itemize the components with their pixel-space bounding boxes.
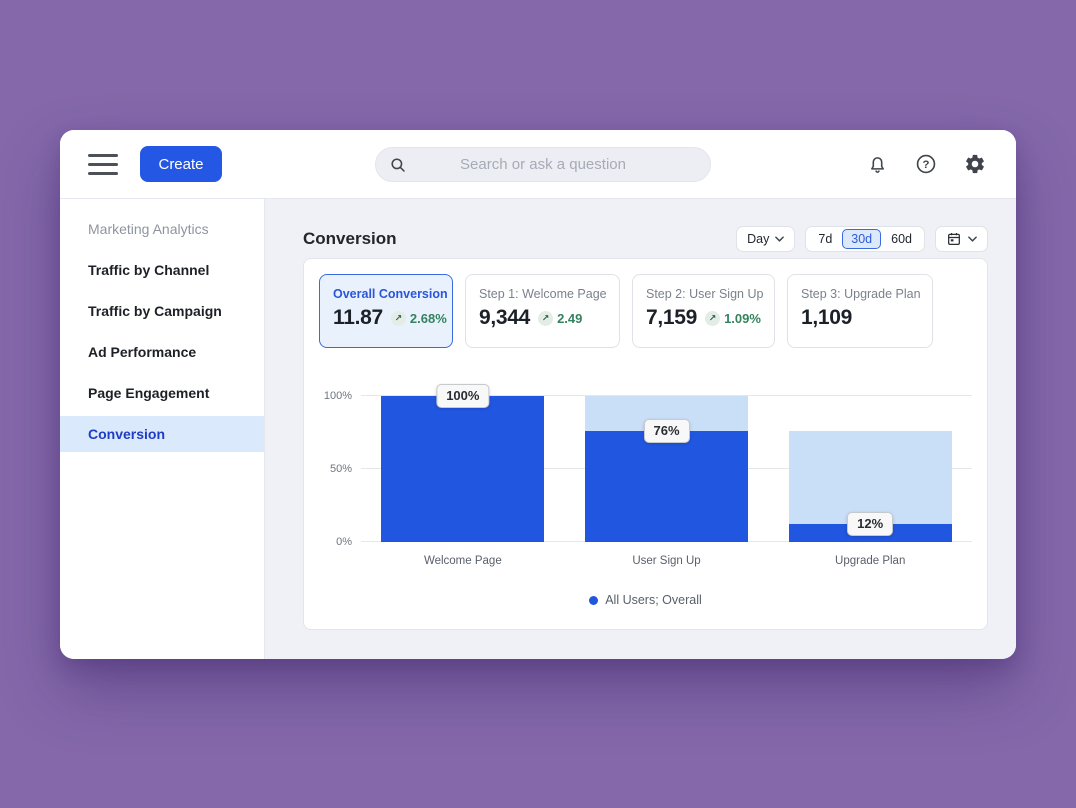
search-input[interactable] [376, 148, 710, 181]
x-axis-label: Welcome Page [423, 555, 502, 567]
metric-delta-value: 2.49 [557, 310, 583, 326]
conversion-panel: Overall Conversion 11.87 ↗ 2.68% Step 1:… [303, 258, 988, 630]
calendar-icon [948, 233, 960, 245]
metric-card-label: Step 1: Welcome Page [479, 287, 607, 301]
trend-up-arrow-icon: ↗ [390, 310, 406, 326]
settings-gear-icon[interactable] [964, 153, 986, 175]
range-option-7d[interactable]: 7d [818, 232, 833, 246]
date-range-segmented-control: 7d 30d 60d [805, 226, 925, 252]
chart-legend: All Users; Overall [319, 593, 972, 607]
metric-card-value: 1,109 [801, 306, 853, 329]
y-axis: 100% 50% 0% [319, 390, 361, 548]
metric-card-step1-welcome-page[interactable]: Step 1: Welcome Page 9,344 ↗ 2.49 [465, 274, 620, 348]
metric-delta-value: 2.68% [409, 310, 447, 326]
create-button[interactable]: Create [140, 146, 222, 182]
help-icon[interactable]: ? [915, 153, 937, 175]
chevron-down-icon [968, 236, 977, 242]
bar-current-step-segment [585, 431, 748, 542]
notifications-bell-icon[interactable] [866, 153, 888, 175]
metric-delta: ↗ 1.09% [705, 310, 761, 326]
metric-delta: ↗ 2.68% [390, 310, 447, 326]
metric-delta: ↗ 2.49 [538, 310, 583, 326]
top-bar: Create ? [60, 130, 1016, 199]
funnel-bar-1[interactable]: 100% [381, 384, 545, 542]
metric-card-label: Overall Conversion [333, 287, 448, 301]
funnel-chart: 100% 50% 0% 100% 76% 12% [319, 384, 972, 548]
bar-value-label: 76% [643, 419, 690, 444]
sidebar: Marketing Analytics Traffic by Channel T… [60, 199, 265, 659]
y-axis-tick-label: 100% [323, 390, 352, 402]
x-axis-labels: Welcome Page User Sign Up Upgrade Plan [361, 555, 972, 567]
sidebar-item-conversion[interactable]: Conversion [60, 416, 264, 452]
bar-value-label: 100% [436, 384, 490, 408]
granularity-value: Day [747, 232, 770, 246]
sidebar-item-traffic-by-campaign[interactable]: Traffic by Campaign [88, 303, 222, 319]
range-option-30d[interactable]: 30d [842, 229, 882, 249]
svg-text:?: ? [923, 159, 930, 171]
x-axis-label: Upgrade Plan [835, 555, 906, 567]
search-bar[interactable] [375, 147, 711, 182]
range-option-60d[interactable]: 60d [891, 232, 912, 246]
legend-label: All Users; Overall [605, 593, 702, 607]
granularity-dropdown[interactable]: Day [736, 226, 796, 252]
y-axis-tick-label: 50% [329, 463, 352, 475]
main-content: Conversion Day 7d 30d 60d [265, 199, 1016, 659]
metric-card-value: 9,344 [479, 306, 531, 329]
funnel-bar-2[interactable]: 76% [585, 396, 748, 542]
trend-up-arrow-icon: ↗ [705, 310, 721, 326]
metric-card-overall-conversion[interactable]: Overall Conversion 11.87 ↗ 2.68% [319, 274, 453, 348]
sidebar-item-traffic-by-channel[interactable]: Traffic by Channel [88, 262, 210, 278]
metric-card-step2-user-sign-up[interactable]: Step 2: User Sign Up 7,159 ↗ 1.09% [632, 274, 775, 348]
metric-card-step3-upgrade-plan[interactable]: Step 3: Upgrade Plan 1,109 [787, 274, 933, 348]
x-axis-label: User Sign Up [632, 555, 701, 567]
metric-card-value: 7,159 [646, 306, 698, 329]
funnel-bar-3[interactable]: 12% [788, 396, 952, 542]
metric-card-label: Step 2: User Sign Up [646, 287, 764, 301]
search-icon [391, 157, 405, 172]
metric-card-label: Step 3: Upgrade Plan [801, 287, 921, 301]
chevron-down-icon [775, 236, 785, 242]
bar-current-step-segment [381, 396, 545, 542]
metric-delta-value: 1.09% [724, 310, 761, 326]
hamburger-menu-icon[interactable] [88, 153, 118, 175]
trend-up-arrow-icon: ↗ [538, 310, 554, 326]
sidebar-item-ad-performance[interactable]: Ad Performance [88, 344, 197, 360]
legend-dot-icon [589, 595, 599, 605]
funnel-plot: 100% 76% 12% [361, 384, 972, 542]
sidebar-item-page-engagement[interactable]: Page Engagement [88, 385, 210, 401]
page-title: Conversion [303, 229, 397, 248]
bar-value-label: 12% [847, 512, 894, 537]
gridline [361, 395, 972, 396]
y-axis-tick-label: 0% [336, 536, 352, 548]
metric-card-value: 11.87 [333, 306, 383, 329]
calendar-picker-button[interactable] [935, 226, 988, 252]
app-window: Create ? [60, 130, 1016, 659]
sidebar-section-title: Marketing Analytics [88, 221, 209, 237]
